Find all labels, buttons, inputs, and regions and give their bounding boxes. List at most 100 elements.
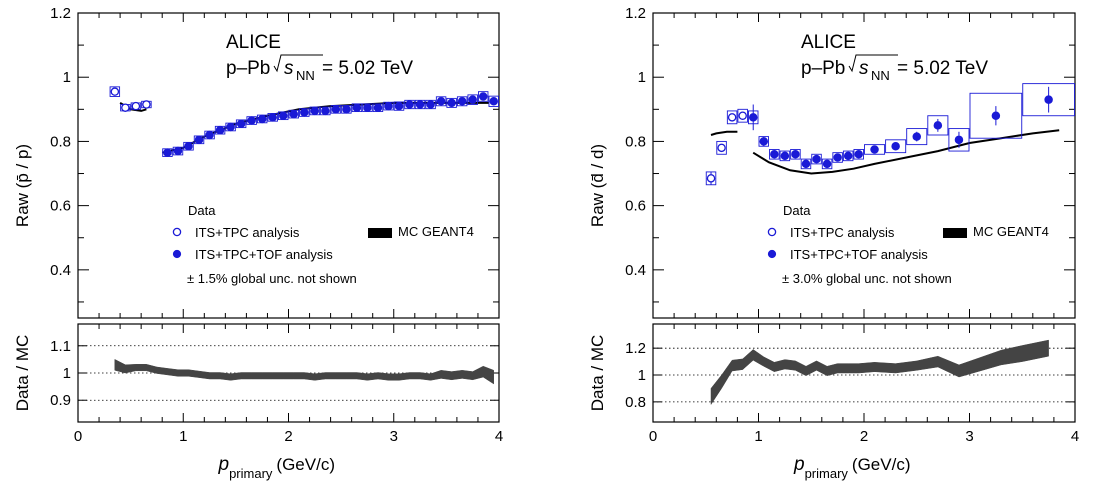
sys-box xyxy=(456,96,468,107)
sys-box xyxy=(478,91,489,102)
ratio-y-tick-label: 0.8 xyxy=(625,394,646,411)
mc-curve xyxy=(752,129,1060,175)
energy-subscript: NN xyxy=(871,68,890,83)
data-point-tof xyxy=(289,109,299,119)
x-axis-title-main: p xyxy=(218,454,230,475)
legend-mc-marker xyxy=(943,228,967,238)
x-tick-label: 0 xyxy=(649,428,657,445)
sys-box xyxy=(800,158,812,170)
data-point-tof xyxy=(194,135,204,145)
legend-its-tpc: ITS+TPC analysis xyxy=(790,225,895,240)
x-axis-title-sub: primary xyxy=(805,466,849,481)
y-tick-label: 1 xyxy=(63,69,71,86)
legend-note: ± 1.5% global unc. not shown xyxy=(187,271,357,286)
energy-value: = 5.02 TeV xyxy=(322,58,413,79)
x-tick-label: 2 xyxy=(860,428,868,445)
legend-title: Data xyxy=(188,203,216,218)
x-axis-title-sub: primary xyxy=(229,466,273,481)
x-axis-title: pprimary (GeV/c) xyxy=(218,454,335,481)
data-point-tof xyxy=(321,106,330,116)
experiment-label: ALICE xyxy=(226,32,281,53)
y-tick-label: 0.4 xyxy=(625,262,646,279)
y-tick-label: 1.2 xyxy=(50,5,71,22)
data-point-tpc xyxy=(706,174,716,183)
legend-title: Data xyxy=(783,203,811,218)
ratio-y-axis-title: Data / MC xyxy=(588,335,607,412)
data-point-tof xyxy=(352,103,362,112)
x-tick-label: 4 xyxy=(1071,428,1079,445)
y-tick-label: 0.8 xyxy=(50,133,71,150)
legend-its-tpc: ITS+TPC analysis xyxy=(195,225,300,240)
x-axis-title-main: p xyxy=(793,454,805,475)
experiment-label: ALICE xyxy=(801,32,856,53)
y-tick-label: 0.4 xyxy=(50,262,71,279)
ratio-y-tick-label: 1.1 xyxy=(50,338,71,355)
y-tick-label: 0.6 xyxy=(50,198,71,215)
sys-box xyxy=(1022,83,1075,117)
x-tick-label: 1 xyxy=(179,428,187,445)
data-point-tof xyxy=(791,150,800,159)
data-point-tof xyxy=(384,101,393,111)
ratio-y-tick-label: 0.9 xyxy=(50,392,71,409)
data-point-tof xyxy=(331,105,341,114)
ratio-y-tick-label: 1.2 xyxy=(625,340,646,357)
system-label: p–Pb xyxy=(801,58,845,79)
energy-symbol: s xyxy=(284,58,294,79)
data-point-tof xyxy=(457,97,467,106)
ratio-band xyxy=(710,339,1049,406)
sys-box xyxy=(969,92,1023,139)
data-point-tpc xyxy=(738,111,747,120)
data-point-tof xyxy=(489,97,498,106)
x-axis-title-unit: (GeV/c) xyxy=(276,455,335,474)
sys-box xyxy=(927,115,949,136)
legend-its-tpc-tof: ITS+TPC+TOF analysis xyxy=(790,247,928,262)
x-tick-label: 1 xyxy=(754,428,762,445)
data-point-tof xyxy=(342,105,351,114)
data-point-tof xyxy=(205,130,214,140)
data-point-tof xyxy=(236,119,246,129)
data-point-tof xyxy=(405,100,414,109)
sys-box xyxy=(906,128,928,146)
data-point-tof xyxy=(268,113,277,122)
data-point-tof xyxy=(257,114,267,124)
chart-deuteron: 0 1 2 3 4 0.4 0.6 0.8 1 1.2 0.8 1 1.2 Raw (d̄ / d) Dat… xyxy=(588,5,1079,481)
legend-note: ± 3.0% global unc. not shown xyxy=(782,271,952,286)
sys-box xyxy=(779,150,791,162)
data-point-tof xyxy=(912,132,922,141)
sys-box xyxy=(821,158,833,170)
data-point-tof xyxy=(184,141,193,151)
sys-box xyxy=(811,153,822,165)
x-tick-label: 3 xyxy=(390,428,398,445)
data-point-tof xyxy=(780,151,790,161)
legend-open-marker xyxy=(767,227,777,237)
legend-mc: MC GEANT4 xyxy=(398,224,474,239)
data-point-tof xyxy=(748,113,758,122)
x-axis-title: pprimary (GeV/c) xyxy=(793,454,910,481)
sys-box xyxy=(790,148,801,160)
data-point-tof xyxy=(468,95,477,104)
data-point-tof xyxy=(891,141,900,151)
data-point-tof xyxy=(933,121,943,130)
sys-box xyxy=(864,144,886,155)
data-point-tof xyxy=(394,101,404,111)
data-point-tof xyxy=(363,103,372,112)
ratio-y-tick-label: 1 xyxy=(63,365,71,382)
data-point-tof xyxy=(854,150,863,159)
sys-box xyxy=(842,150,854,162)
x-tick-label: 0 xyxy=(74,428,82,445)
sys-box xyxy=(726,110,738,125)
data-point-tpc xyxy=(142,100,151,109)
y-tick-label: 1.2 xyxy=(625,5,646,22)
sys-box xyxy=(716,140,727,155)
data-point-tof xyxy=(173,146,183,156)
data-point-tof xyxy=(310,106,320,116)
energy-subscript: NN xyxy=(296,68,315,83)
sqrt-symbol xyxy=(273,54,323,73)
ratio-y-axis-title: Data / MC xyxy=(13,335,32,412)
chart-proton: 0 1 2 3 4 0.4 0.6 0.8 1 1.2 0.9 1 1.1 Raw (p̄ / p) Dat… xyxy=(13,5,503,481)
energy-symbol: s xyxy=(859,58,869,79)
data-point-tof xyxy=(415,100,425,109)
data-point-tof xyxy=(843,151,853,161)
sys-box xyxy=(446,97,457,108)
